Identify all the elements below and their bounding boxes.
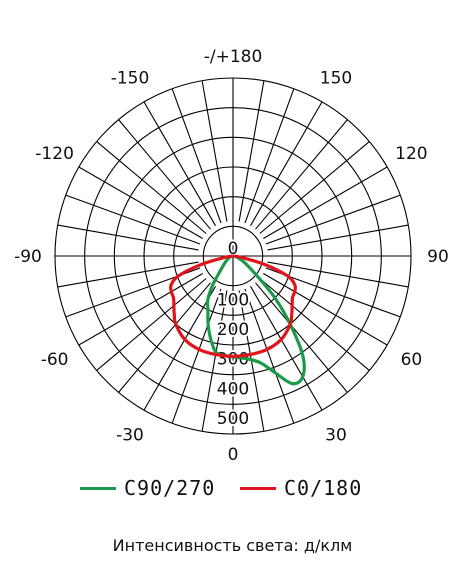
grid-spoke: [255, 282, 348, 393]
grid-spoke: [78, 273, 203, 346]
legend-item-c0-180: C0/180: [240, 476, 362, 500]
angle-label: -60: [41, 350, 69, 370]
radial-tick-label: 400: [217, 379, 249, 399]
grid-spoke: [118, 282, 211, 393]
angle-label: -120: [35, 144, 74, 164]
grid-spoke: [267, 261, 409, 288]
grid-spoke: [267, 224, 409, 251]
series-line-c90-270: [205, 254, 306, 386]
chart-caption: Интенсивность света: д/клм: [112, 536, 353, 555]
radial-tick-label: 100: [217, 290, 249, 310]
grid-spoke: [263, 166, 388, 239]
grid-spoke: [78, 166, 203, 239]
angle-labels: -/+180 -150 150 -120 120 -90 90 -60 60 -30 30 0: [14, 47, 449, 465]
angle-label: -150: [111, 69, 150, 89]
grid-spoke: [57, 224, 199, 251]
grid-spoke: [171, 288, 222, 424]
series-layer: [168, 254, 306, 386]
grid-spoke: [65, 194, 201, 245]
grid-spoke: [201, 80, 228, 222]
grid-spoke: [57, 261, 199, 288]
series-line-c0-180: [168, 254, 298, 358]
legend-swatch-red: [240, 486, 276, 490]
legend: C90/270 C0/180: [0, 476, 465, 506]
grid-spoke: [171, 88, 222, 224]
grid-spoke: [265, 194, 401, 245]
grid-spoke: [259, 141, 370, 234]
angle-label: -/+180: [204, 47, 263, 67]
angle-label: 150: [320, 69, 352, 89]
polar-chart: -/+180 -150 150 -120 120 -90 90 -60 60 -30 30 0 0 10…: [14, 47, 449, 465]
legend-label: C90/270: [124, 476, 216, 500]
legend-label: C0/180: [284, 476, 363, 500]
grid-spoke: [250, 101, 323, 226]
polar-grid: [54, 77, 412, 435]
angle-label: -90: [14, 247, 42, 267]
grid-spoke: [143, 101, 216, 226]
angle-label: 0: [228, 445, 239, 465]
grid-spoke: [96, 278, 207, 371]
grid-spoke: [143, 286, 216, 411]
radial-tick-label: 200: [217, 320, 249, 340]
grid-spoke: [255, 119, 348, 230]
legend-swatch-green: [80, 486, 116, 490]
angle-label: 60: [401, 350, 423, 370]
grid-spoke: [244, 88, 295, 224]
legend-item-c90-270: C90/270: [80, 476, 215, 500]
grid-spoke: [244, 288, 295, 424]
angle-label: 90: [427, 247, 449, 267]
grid-spoke: [201, 290, 228, 432]
angle-label: 120: [395, 144, 427, 164]
grid-spoke: [259, 278, 370, 371]
radial-tick-label: 500: [217, 409, 249, 429]
grid-spoke: [96, 141, 207, 234]
grid-spoke: [250, 286, 323, 411]
angle-label: 30: [325, 425, 347, 445]
angle-label: -30: [116, 425, 144, 445]
grid-spoke: [238, 80, 265, 222]
grid-spoke: [263, 273, 388, 346]
grid-spoke: [118, 119, 211, 230]
